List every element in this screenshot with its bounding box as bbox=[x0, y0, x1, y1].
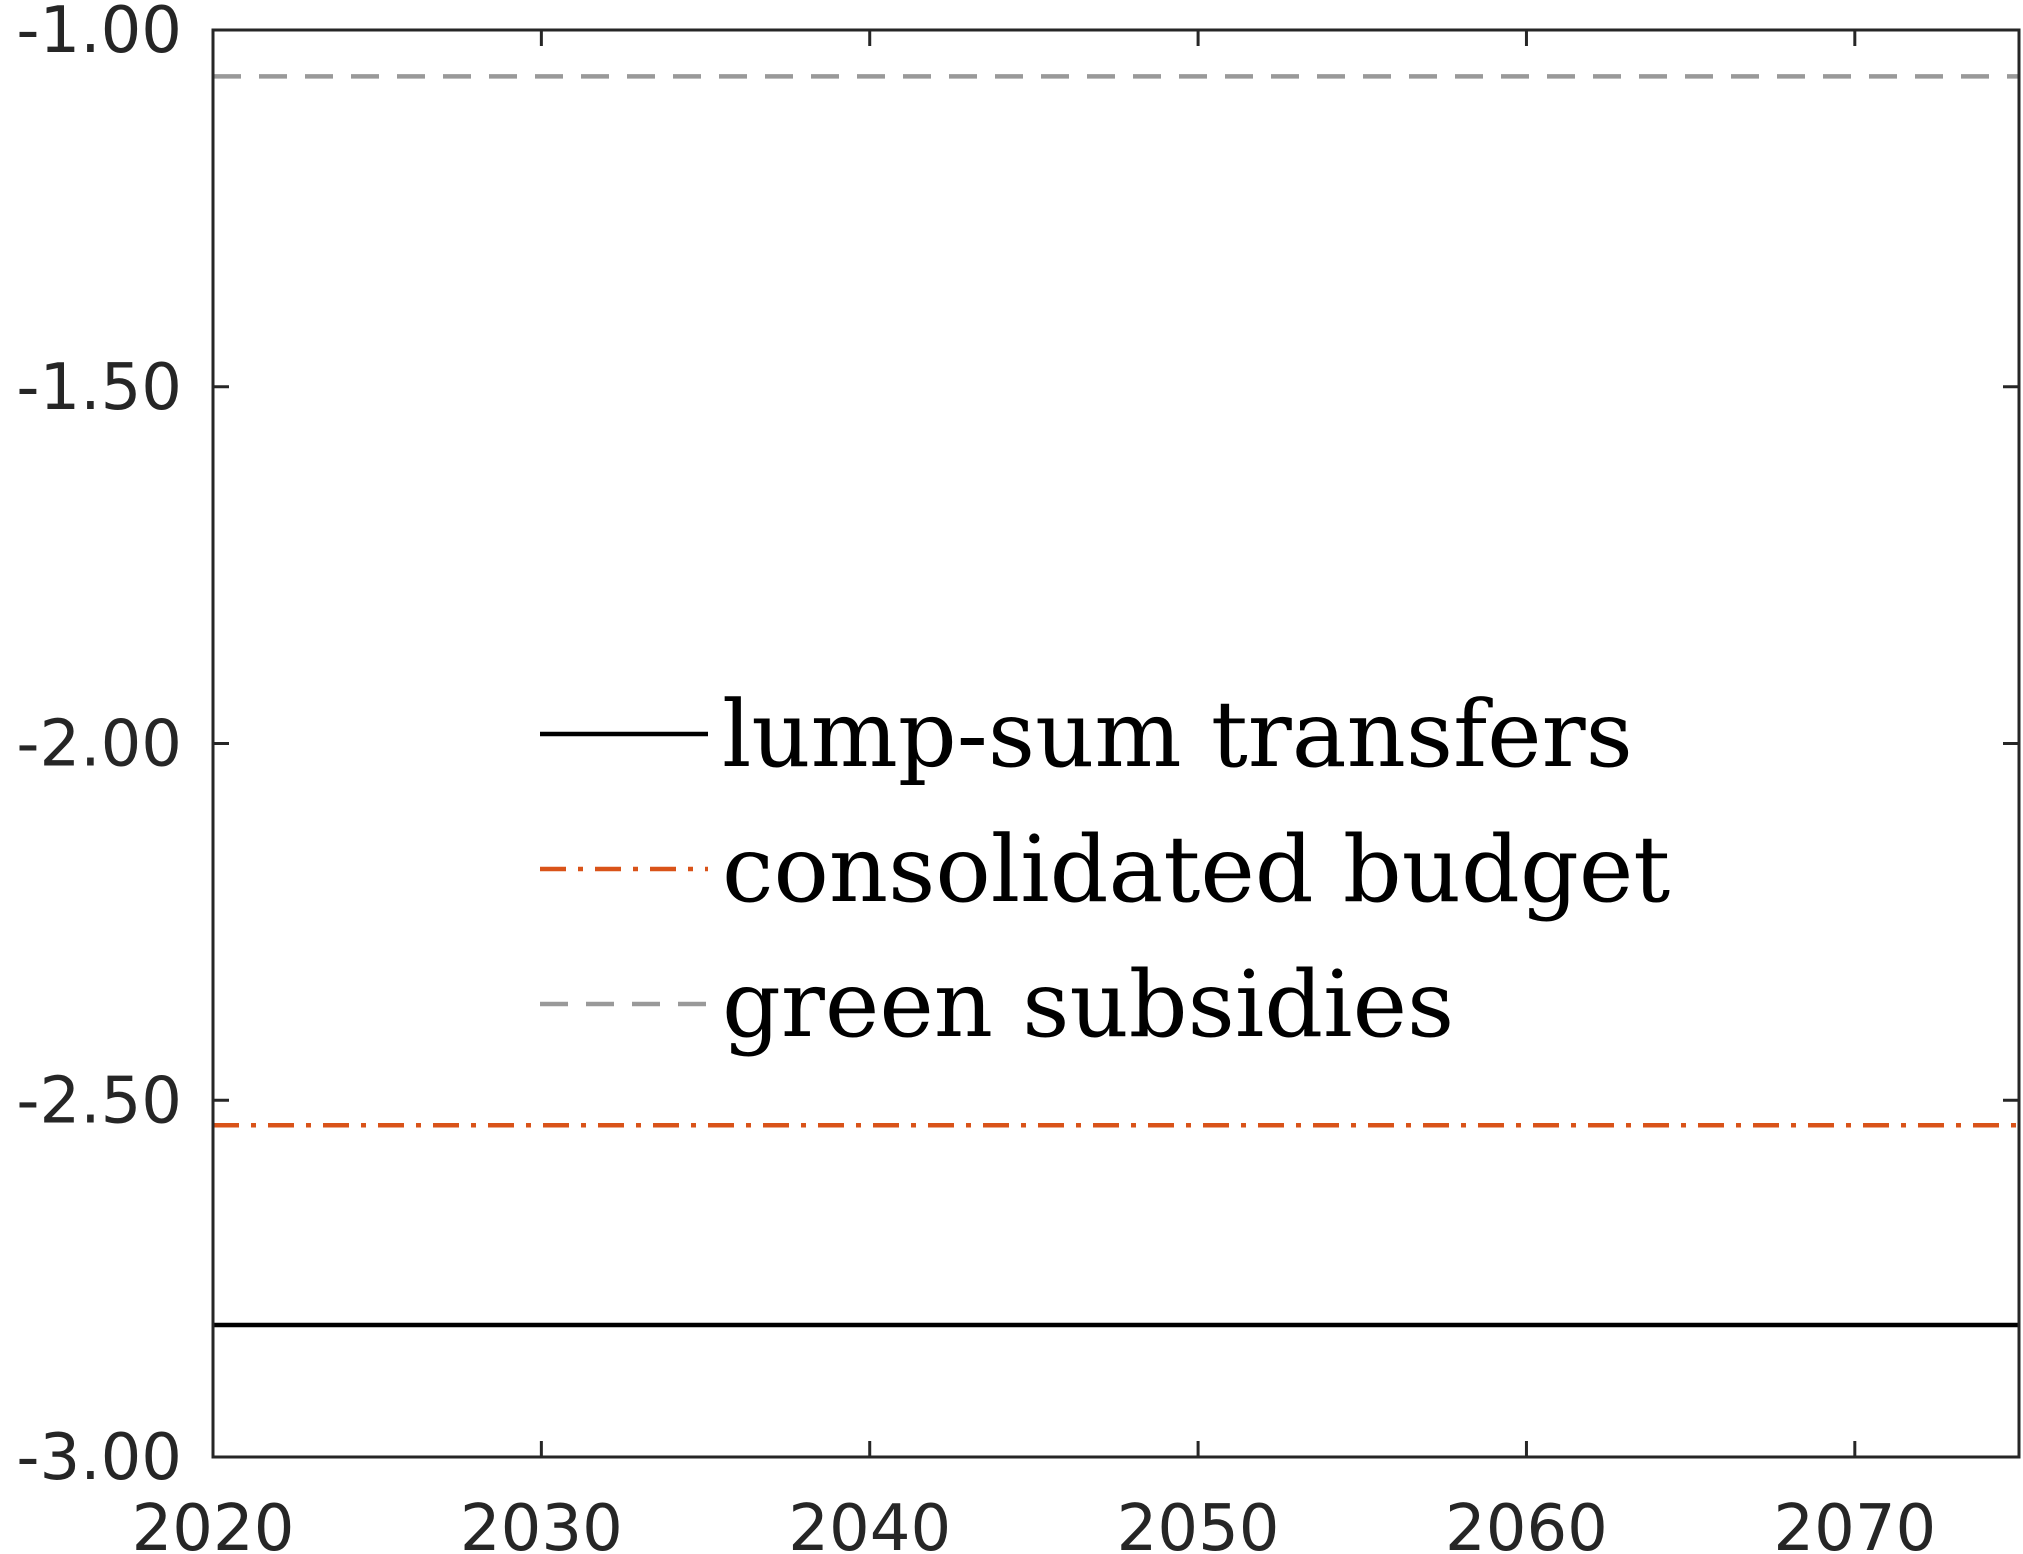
x-tick-label: 2060 bbox=[1445, 1492, 1608, 1554]
y-tick-label: -3.00 bbox=[16, 1421, 182, 1495]
legend-label-1: lump-sum transfers bbox=[722, 681, 1633, 788]
legend-label-2: consolidated budget bbox=[722, 816, 1670, 923]
series-layer bbox=[213, 74, 2019, 1328]
x-tick-label: 2030 bbox=[460, 1492, 623, 1554]
x-tick-label: 2040 bbox=[788, 1492, 951, 1554]
y-tick-label: -1.00 bbox=[16, 0, 182, 68]
x-tick-label: 2020 bbox=[132, 1492, 295, 1554]
y-tick-label: -2.50 bbox=[16, 1064, 182, 1138]
y-tick-label: -1.50 bbox=[16, 351, 182, 425]
legend-label-3: green subsidies bbox=[722, 951, 1454, 1058]
x-tick-label: 2050 bbox=[1117, 1492, 1280, 1554]
x-tick-label: 2070 bbox=[1773, 1492, 1936, 1554]
y-tick-label: -2.00 bbox=[16, 708, 182, 782]
legend: lump-sum transfers consolidated budget gre… bbox=[540, 681, 1670, 1058]
tick-layer: 2020 2030 2040 2050 2060 2070 -3.00 -2.50 -2.00 -… bbox=[16, 0, 2019, 1554]
